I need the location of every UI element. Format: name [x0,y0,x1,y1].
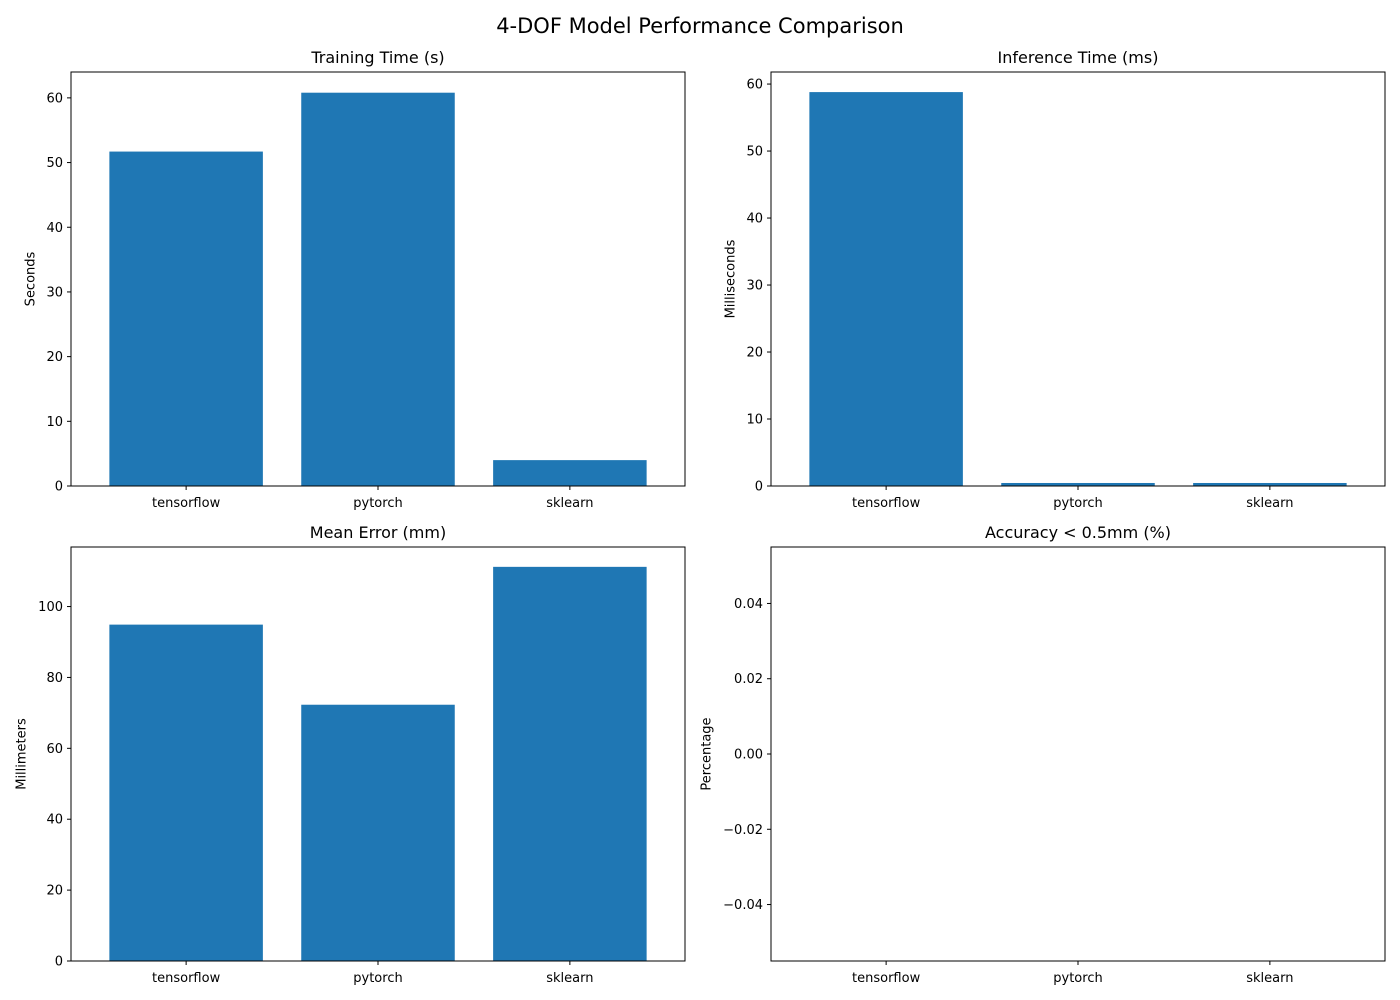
subplot-title: Accuracy < 0.5mm (%) [985,523,1171,542]
x-tick-label: sklearn [1246,971,1293,986]
y-tick-label: 60 [746,78,763,93]
y-tick-label: 40 [746,212,763,227]
y-tick-label: 20 [46,884,63,899]
y-tick-label: 60 [46,91,63,106]
x-tick-label: tensorflow [152,971,221,986]
bar-sklearn [1193,482,1347,486]
subplot-title: Mean Error (mm) [310,523,446,542]
y-tick-label: 0 [55,955,63,970]
y-axis-label: Seconds [24,251,39,306]
y-tick-label: 40 [46,813,63,828]
figure-title: 4-DOF Model Performance Comparison [496,14,904,38]
y-tick-label: 20 [46,350,63,365]
x-tick-label: pytorch [1053,496,1102,511]
y-tick-label: 0 [755,480,763,495]
x-tick-label: pytorch [1053,971,1102,986]
y-tick-label: 30 [46,285,63,300]
y-axis-label: Milliseconds [724,239,739,318]
y-tick-label: 0.00 [734,748,763,763]
y-tick-label: 10 [46,415,63,430]
subplot-title: Inference Time (ms) [998,48,1159,67]
y-tick-label: 40 [46,221,63,236]
y-tick-label: −0.02 [723,823,763,838]
y-tick-label: 30 [746,279,763,294]
bar-tensorflow [109,624,263,961]
y-tick-label: 10 [746,413,763,428]
x-tick-label: sklearn [546,971,593,986]
x-tick-label: tensorflow [152,496,221,511]
y-tick-label: 0.04 [734,597,763,612]
y-tick-label: 0.02 [734,672,763,687]
y-tick-label: −0.04 [723,898,763,913]
y-tick-label: 80 [46,671,63,686]
subplot-4: −0.04 −0.02 0.00 0.02 0.04 tensorflow pytorch s… [700,523,1386,986]
y-axis-label: Millimeters [15,718,30,790]
y-tick-label: 20 [746,346,763,361]
x-tick-label: sklearn [1246,496,1293,511]
y-axis-label: Percentage [700,717,715,790]
bar-sklearn [493,460,647,486]
subplot-title: Training Time (s) [310,48,444,67]
bar-pytorch [301,92,455,486]
subplot-2: 0 10 20 30 40 50 60 tensorflow pytorch sklearn Inf… [724,48,1386,511]
bar-sklearn [493,566,647,961]
bar-pytorch [1001,482,1155,486]
y-tick-label: 50 [746,145,763,160]
x-tick-label: pytorch [353,971,402,986]
x-tick-label: sklearn [546,496,593,511]
subplot-1: 0 10 20 30 40 50 60 tensorflow pytorch sklearn Tra… [24,48,686,511]
bar-pytorch [301,704,455,961]
y-tick-label: 0 [55,480,63,495]
y-tick-label: 50 [46,156,63,171]
x-tick-label: pytorch [353,496,402,511]
x-tick-label: tensorflow [852,971,921,986]
subplot-3: 0 20 40 60 80 100 tensorflow pytorch sklearn Mean… [15,523,686,986]
bar-tensorflow [809,92,963,487]
y-tick-label: 100 [38,600,63,615]
bar-tensorflow [109,151,263,487]
y-tick-label: 60 [46,742,63,757]
x-tick-label: tensorflow [852,496,921,511]
axes-frame [770,546,1386,962]
